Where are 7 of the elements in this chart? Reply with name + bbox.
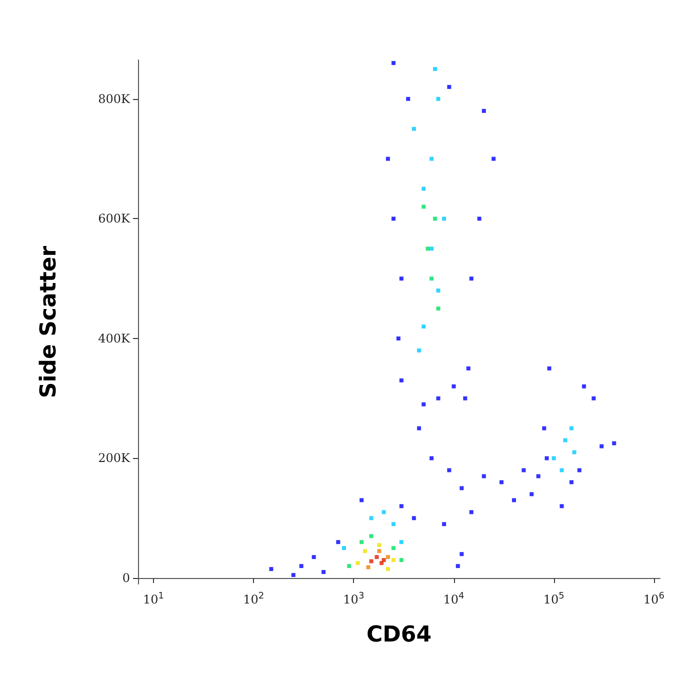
y-axis-title: Side Scatter: [36, 246, 62, 398]
y-tick-label: 800K: [98, 92, 132, 106]
y-tick-label: 200K: [98, 451, 132, 466]
x-axis-title: CD64: [366, 622, 432, 648]
y-tick-label: 400K: [98, 331, 132, 346]
y-tick-label: 0: [122, 571, 130, 586]
y-tick-label: 600K: [98, 212, 132, 226]
